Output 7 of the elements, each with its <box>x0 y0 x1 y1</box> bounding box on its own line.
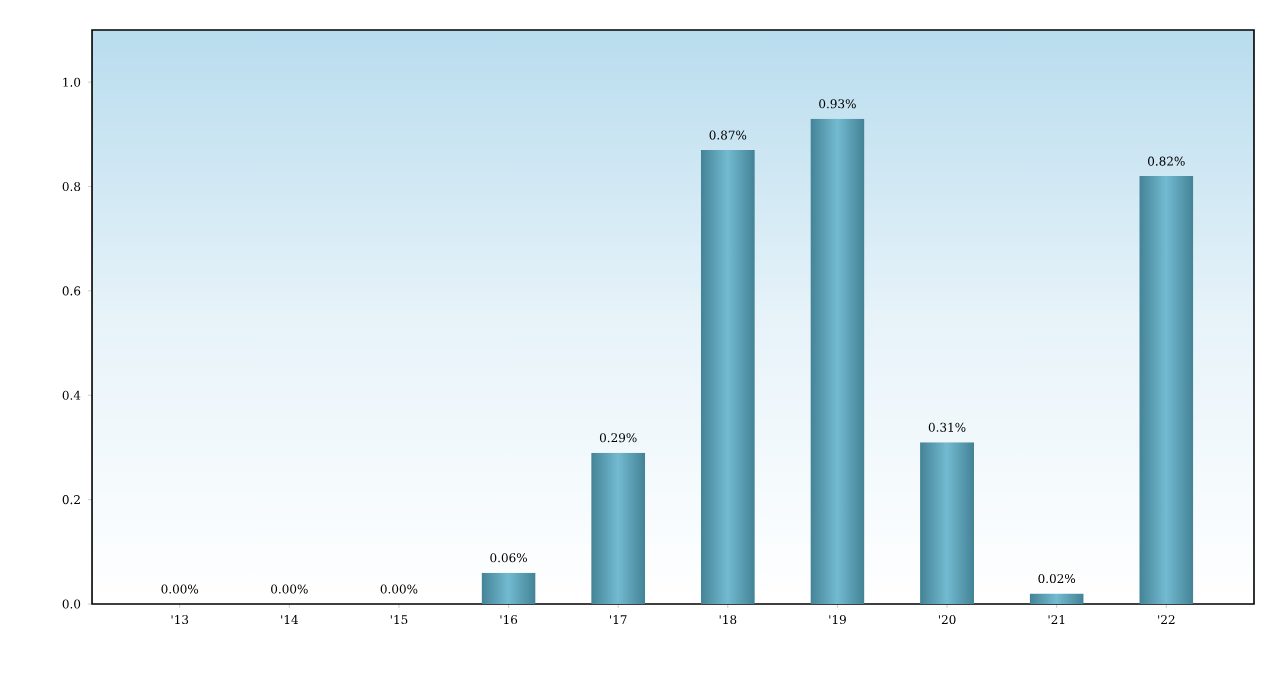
bar <box>481 572 536 604</box>
bar <box>1139 176 1194 604</box>
bar <box>700 150 755 604</box>
bar <box>591 452 646 604</box>
bar <box>810 118 865 604</box>
bar <box>1029 593 1084 604</box>
bar <box>920 442 975 604</box>
